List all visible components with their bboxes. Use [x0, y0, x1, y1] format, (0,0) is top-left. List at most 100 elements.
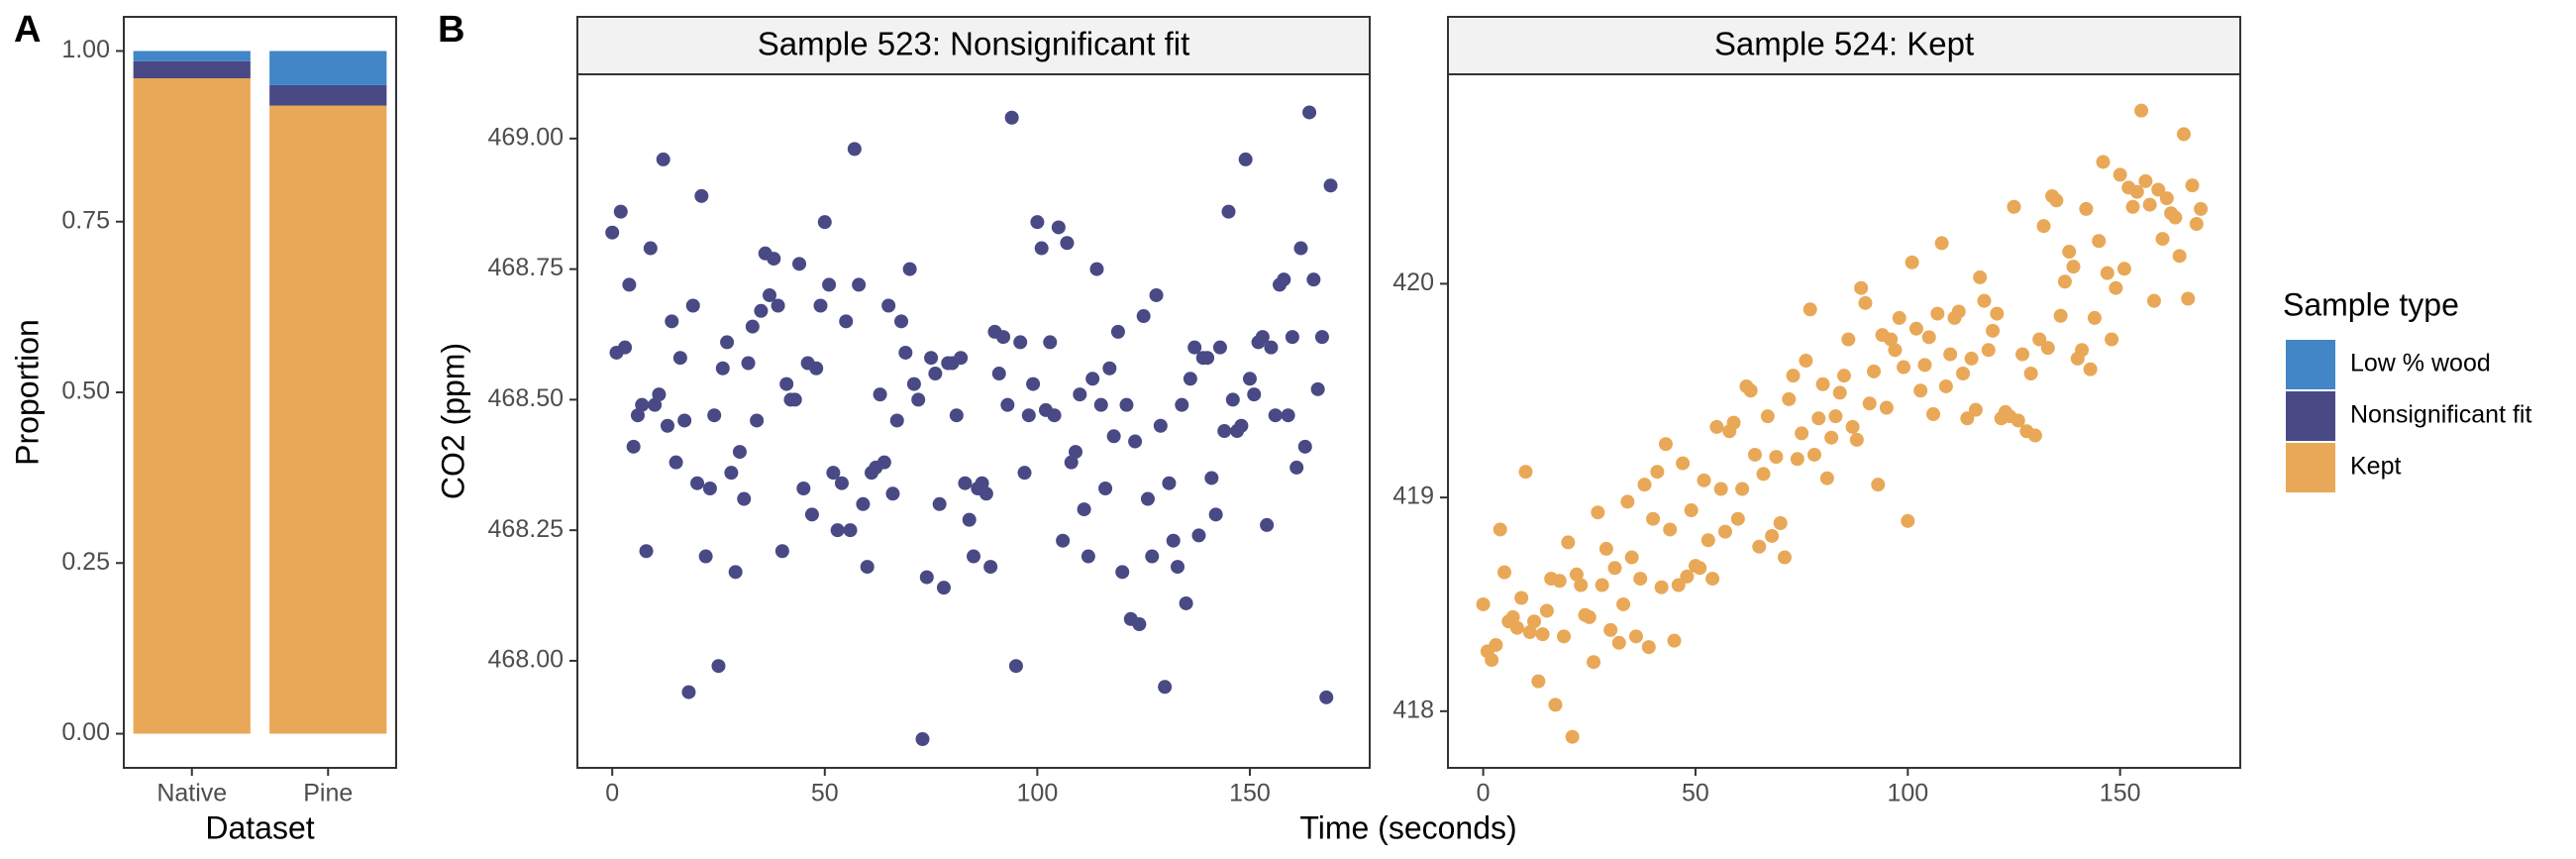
point — [1697, 473, 1711, 487]
point — [1268, 408, 1283, 423]
point — [1637, 478, 1652, 492]
point — [967, 549, 980, 564]
point — [1319, 690, 1334, 704]
point — [1769, 450, 1784, 465]
point — [1208, 507, 1223, 522]
y-tick-label: 0.50 — [61, 377, 110, 405]
point — [1786, 369, 1801, 383]
point — [915, 732, 930, 747]
point — [1611, 635, 1626, 650]
point — [1077, 502, 1091, 517]
strip — [1447, 16, 2241, 75]
point — [1743, 383, 1758, 398]
point — [1663, 522, 1678, 537]
point — [894, 314, 909, 329]
point — [1773, 516, 1788, 531]
point — [1603, 622, 1618, 637]
point — [1060, 236, 1075, 251]
point — [1845, 419, 1860, 434]
point — [924, 351, 939, 366]
point — [1671, 578, 1686, 592]
point — [2112, 167, 2127, 182]
point — [1595, 578, 1609, 592]
y-tick-label: 468.75 — [488, 254, 564, 281]
point — [1145, 549, 1160, 564]
point — [1574, 578, 1589, 592]
point — [643, 241, 658, 256]
point — [1806, 447, 1821, 462]
point — [1837, 369, 1851, 383]
point — [2134, 103, 2149, 118]
point — [1824, 430, 1839, 445]
point — [1119, 397, 1134, 412]
point — [1056, 533, 1071, 548]
point — [843, 523, 858, 538]
point — [1693, 561, 1707, 576]
point — [1293, 241, 1308, 256]
point — [1518, 465, 1533, 480]
point — [665, 314, 679, 329]
point — [1854, 280, 1869, 295]
x-axis-title: Time (seconds) — [1299, 809, 1516, 845]
point — [932, 496, 947, 511]
point — [1175, 397, 1189, 412]
point — [2075, 343, 2090, 358]
point — [774, 544, 789, 559]
point — [1884, 332, 1899, 347]
point — [1832, 385, 1847, 400]
legend-label: Kept — [2350, 453, 2401, 481]
point — [1264, 340, 1279, 355]
point — [1255, 330, 1270, 345]
point — [672, 351, 687, 366]
point — [1128, 434, 1143, 449]
point — [2155, 232, 2170, 247]
x-tick-label: 100 — [1887, 780, 1928, 807]
point — [2168, 210, 2183, 225]
point — [1238, 152, 1253, 166]
point — [2138, 173, 2153, 188]
point — [919, 570, 934, 585]
x-tick-label: 100 — [1017, 780, 1059, 807]
point — [2057, 274, 2072, 289]
point — [979, 486, 993, 501]
point — [996, 330, 1011, 345]
y-tick-label: 468.25 — [488, 515, 564, 543]
y-axis-title: CO2 (ppm) — [435, 343, 470, 499]
point — [1191, 528, 1206, 543]
point — [1314, 330, 1329, 345]
point — [1149, 287, 1164, 302]
point — [605, 225, 620, 240]
point — [1522, 625, 1537, 640]
point — [750, 413, 765, 428]
point — [1730, 511, 1745, 526]
point — [685, 298, 700, 313]
point — [741, 356, 756, 371]
point — [2185, 178, 2200, 193]
panel-label: A — [14, 9, 41, 51]
point — [1926, 406, 1941, 421]
bar-segment — [133, 60, 251, 79]
point — [1871, 478, 1886, 492]
point — [1981, 343, 1996, 358]
point — [1085, 372, 1100, 386]
point — [1828, 409, 1843, 424]
point — [1310, 381, 1325, 396]
point — [1187, 340, 1202, 355]
point — [1493, 522, 1507, 537]
y-tick-label: 419 — [1392, 483, 1434, 510]
x-tick-label: 50 — [1682, 780, 1709, 807]
x-tick-label: Native — [156, 780, 227, 807]
point — [1026, 376, 1041, 391]
point — [1684, 503, 1699, 518]
point — [2027, 428, 2042, 443]
point — [954, 351, 969, 366]
point — [1489, 637, 1503, 652]
panel-label: B — [438, 9, 464, 51]
point — [737, 491, 752, 506]
point — [1297, 439, 1312, 454]
point — [809, 361, 824, 376]
point — [2092, 234, 2107, 249]
point — [1017, 466, 1032, 481]
point — [1047, 408, 1062, 423]
point — [2079, 201, 2094, 216]
